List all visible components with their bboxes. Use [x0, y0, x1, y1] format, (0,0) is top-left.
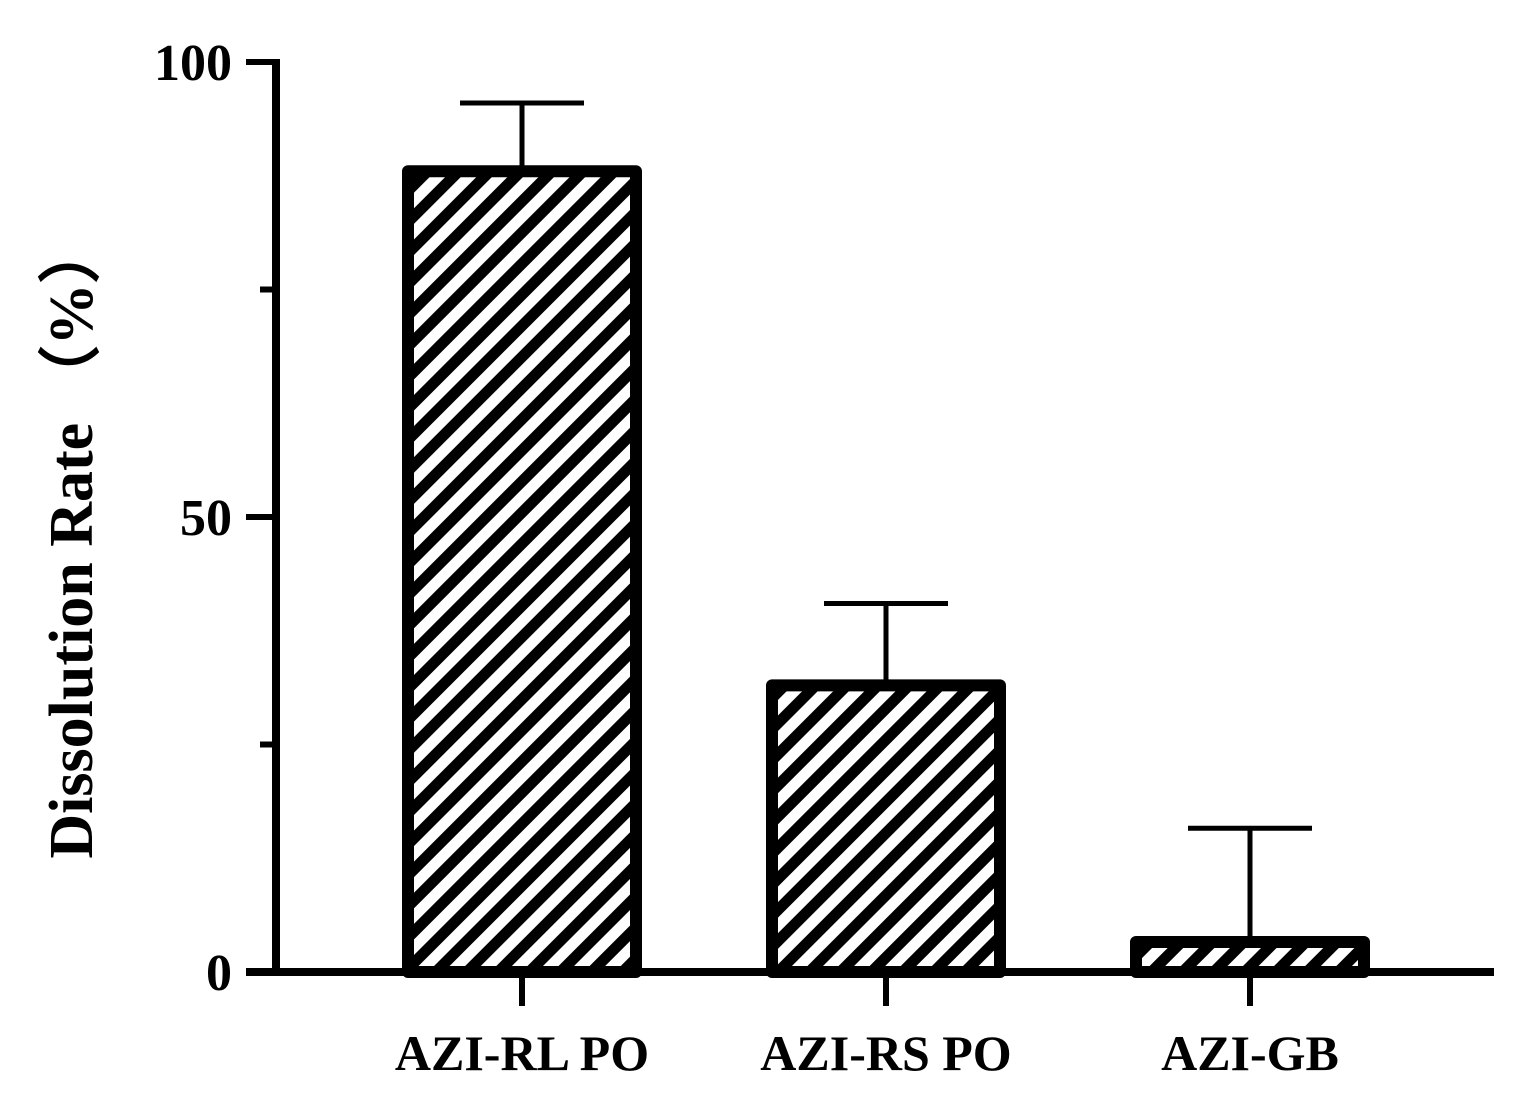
- y-tick-label: 0: [206, 945, 232, 1002]
- bar: [402, 165, 642, 978]
- y-tick-label: 50: [180, 490, 232, 547]
- y-axis-label: Dissolution Rate （%）: [36, 221, 106, 858]
- x-tick-label: AZI-RL PO: [395, 1025, 649, 1081]
- x-tick-label: AZI-RS PO: [760, 1025, 1011, 1081]
- bar: [766, 679, 1006, 978]
- bar: [1130, 935, 1370, 978]
- plot-area: 0 50 100 AZI-RL PO AZI-RS PO AZI-GB: [154, 35, 1494, 1081]
- y-tick-label: 100: [154, 35, 232, 92]
- x-tick-label: AZI-GB: [1161, 1025, 1339, 1081]
